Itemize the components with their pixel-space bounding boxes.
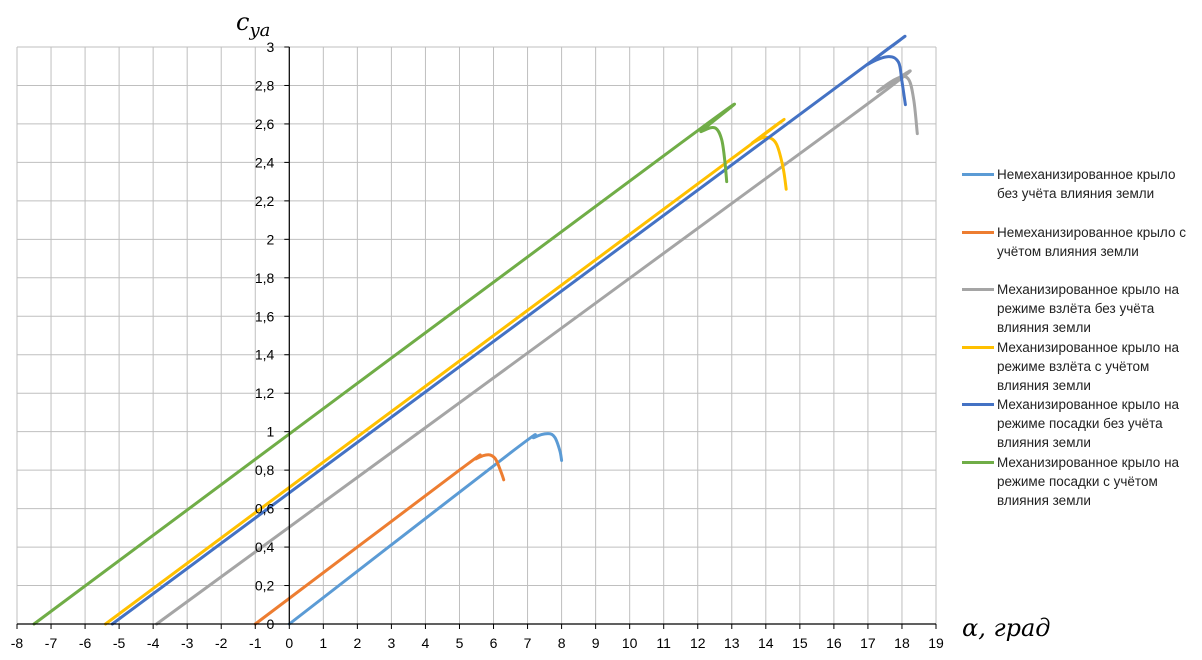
series-line-4 (104, 117, 788, 626)
x-tick-label: 17 (860, 635, 876, 651)
legend-item-5: Механизированное крыло на режиме посадки… (962, 395, 1198, 453)
y-tick-label: 0,6 (255, 501, 275, 517)
legend-swatch (962, 345, 994, 349)
x-tick-label: 18 (894, 635, 910, 651)
x-tick-label: -4 (147, 635, 160, 651)
legend-label: Механизированное крыло на режиме взлёта … (997, 282, 1180, 335)
x-tick-label: 16 (826, 635, 842, 651)
y-tick-label: 0,2 (255, 578, 275, 594)
y-tick-label: 0,4 (255, 539, 275, 555)
y-tick-label: 1,4 (255, 347, 275, 363)
x-tick-label: 5 (456, 635, 464, 651)
y-tick-labels: 0 0,2 0,4 0,6 0,8 1 1,2 1,4 1,6 1,8 2 2,2 2,4 2,6 2,8 3 (255, 39, 275, 632)
x-tick-label: 15 (792, 635, 808, 651)
x-tick-label: 2 (353, 635, 361, 651)
legend-label: Механизированное крыло на режиме взлёта … (997, 339, 1180, 393)
y-tick-label: 1,2 (255, 385, 275, 401)
y-tick-label: 1,6 (255, 308, 275, 324)
x-tick-label: 19 (928, 635, 944, 651)
x-tick-label: 0 (285, 635, 293, 651)
x-tick-label: 4 (422, 635, 430, 651)
legend-swatch (962, 173, 994, 176)
legend-item-2: Немеханизированное крыло с учётом влияни… (962, 223, 1198, 281)
x-tick-label: 3 (388, 635, 396, 651)
y-tick-label: 2,6 (255, 116, 275, 132)
x-tick-labels: -8 -7 -6 -5 -4 -3 -2 -1 0 1 2 3 4 5 6 7 8 9 10 11 12 13 14 15 16… (11, 635, 944, 651)
legend: Немеханизированное крыло без учёта влиян… (962, 165, 1198, 510)
grid-lines (16, 46, 937, 625)
x-tick-label: 7 (524, 635, 532, 651)
x-axis-title: α, град (962, 614, 1050, 642)
y-tick-label: 0,8 (255, 462, 275, 478)
y-tick-label: 2,2 (255, 193, 275, 209)
legend-label: Немеханизированное крыло без учёта влиян… (997, 167, 1176, 201)
legend-item-1: Немеханизированное крыло без учёта влиян… (962, 165, 1198, 223)
x-tick-label: 9 (592, 635, 600, 651)
legend-label: Механизированное крыло на режиме посадки… (997, 397, 1180, 450)
x-tick-label: -1 (249, 635, 262, 651)
legend-swatch (962, 403, 994, 406)
x-tick-label: -7 (45, 635, 58, 651)
y-tick-label: 2,4 (255, 154, 275, 170)
series-line-3 (155, 69, 919, 626)
x-tick-label: 14 (758, 635, 774, 651)
y-tick-label: 3 (266, 39, 274, 55)
y-tick-label: 2,8 (255, 77, 275, 93)
series-line-1 (287, 432, 564, 626)
x-tick-label: 1 (319, 635, 327, 651)
x-tick-label: -3 (181, 635, 194, 651)
y-axis-title: cya (236, 8, 270, 41)
x-tick-label: -2 (215, 635, 228, 651)
legend-swatch (962, 288, 994, 291)
axes (16, 46, 937, 629)
x-tick-label: -6 (79, 635, 92, 651)
y-tick-label: 2 (266, 231, 274, 247)
x-tick-label: 13 (724, 635, 740, 651)
y-tick-label: 0 (266, 616, 274, 632)
series-lines (32, 34, 919, 626)
x-tick-label: 11 (656, 635, 671, 651)
y-tick-label: 1,8 (255, 270, 275, 286)
legend-swatch (962, 230, 994, 234)
y-tick-label: 1 (266, 424, 274, 440)
legend-item-6: Механизированное крыло на режиме посадки… (962, 453, 1198, 511)
x-tick-label: -5 (113, 635, 126, 651)
legend-label: Механизированное крыло на режиме посадки… (997, 454, 1180, 508)
legend-label: Немеханизированное крыло с учётом влияни… (997, 224, 1186, 259)
legend-swatch (962, 460, 994, 464)
legend-item-3: Механизированное крыло на режиме взлёта … (962, 280, 1198, 338)
series-line-2 (253, 453, 506, 626)
series-line-5 (110, 34, 907, 626)
x-tick-label: 8 (558, 635, 566, 651)
x-tick-label: 12 (690, 635, 706, 651)
x-tick-label: 10 (622, 635, 638, 651)
x-tick-label: -8 (11, 635, 24, 651)
series-line-6 (32, 102, 736, 626)
legend-item-4: Механизированное крыло на режиме взлёта … (962, 338, 1198, 396)
x-tick-label: 6 (490, 635, 498, 651)
